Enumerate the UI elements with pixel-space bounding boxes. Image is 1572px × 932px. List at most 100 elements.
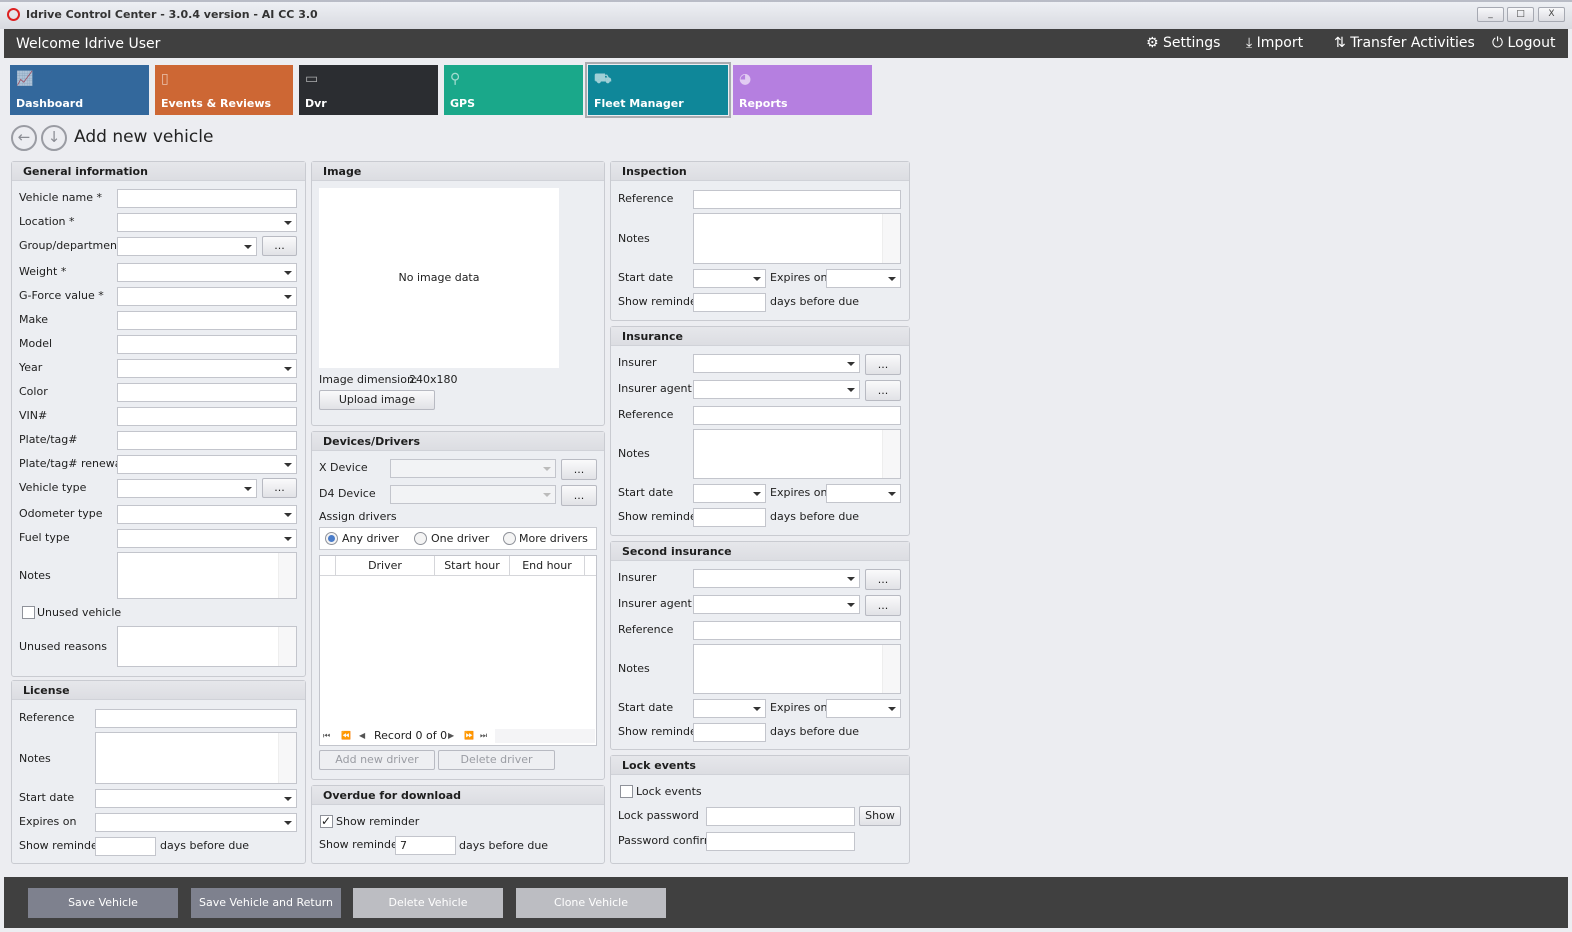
drivers-grid[interactable] <box>319 555 597 746</box>
radio-any-driver[interactable] <box>325 532 338 545</box>
year-dropdown[interactable] <box>117 359 297 378</box>
grid-column-header[interactable]: Driver <box>336 556 435 576</box>
insurance-start-date-dropdown[interactable] <box>693 484 766 503</box>
insurance2-notes-textarea[interactable] <box>693 644 901 694</box>
radio-more-drivers[interactable] <box>503 532 516 545</box>
d4-device-more-button[interactable]: ... <box>561 484 597 506</box>
group-dropdown[interactable] <box>117 237 257 256</box>
grid-nav-last-icon[interactable]: ⏭ <box>480 731 488 740</box>
grid-nav-next-page-icon[interactable]: ⏩ <box>464 731 474 740</box>
x-device-more-button[interactable]: ... <box>561 458 597 480</box>
make-input[interactable] <box>117 311 297 330</box>
unused-vehicle-checkbox[interactable] <box>22 606 35 619</box>
insurance-insurer-more-button[interactable]: ... <box>865 353 901 375</box>
upload-image-button[interactable]: Upload image <box>319 390 435 410</box>
tile-events-reviews[interactable]: ▯ Events & Reviews <box>155 65 293 115</box>
lock-events-check-label: Lock events <box>636 785 702 798</box>
overdue-reminder-input[interactable]: 7 <box>395 836 456 855</box>
inspection-reminder-input[interactable] <box>693 293 766 312</box>
d4-device-dropdown[interactable] <box>390 485 556 504</box>
password-confirm-input[interactable] <box>706 832 855 851</box>
grid-nav-first-icon[interactable]: ⏮ <box>323 731 331 740</box>
group-more-button[interactable]: ... <box>262 236 297 256</box>
plate-renewal-dropdown[interactable] <box>117 455 297 474</box>
lock-events-checkbox[interactable] <box>620 785 633 798</box>
header-logout-link[interactable]: ⏻ Logout <box>1492 35 1555 51</box>
vin-input[interactable] <box>117 407 297 426</box>
insurance-expires-dropdown[interactable] <box>826 484 901 503</box>
tile-reports[interactable]: ◕ Reports <box>733 65 872 115</box>
insurance-agent-dropdown[interactable] <box>693 380 860 399</box>
field-label: Notes <box>618 232 650 245</box>
header-transfer-link[interactable]: ⇅ Transfer Activities <box>1334 35 1475 51</box>
show-password-button[interactable]: Show <box>859 806 901 826</box>
insurance-notes-textarea[interactable] <box>693 429 901 479</box>
close-button[interactable]: X <box>1538 7 1565 22</box>
down-arrow-icon[interactable]: ↓ <box>41 125 67 151</box>
insurance2-insurer-dropdown[interactable] <box>693 569 860 588</box>
inspection-reference-input[interactable] <box>693 190 901 209</box>
grid-indicator-column <box>320 556 336 576</box>
unused-reasons-textarea[interactable] <box>117 626 297 667</box>
insurance2-reminder-input[interactable] <box>693 723 766 742</box>
tile-gps[interactable]: ⚲ GPS <box>444 65 583 115</box>
inspection-notes-textarea[interactable] <box>693 213 901 264</box>
grid-horizontal-scrollbar[interactable] <box>495 729 595 743</box>
insurance2-insurer-more-button[interactable]: ... <box>865 568 901 590</box>
location-dropdown[interactable] <box>117 213 297 232</box>
license-reference-input[interactable] <box>95 709 297 728</box>
back-arrow-icon[interactable]: ← <box>11 125 37 151</box>
plate-input[interactable] <box>117 431 297 450</box>
inspection-start-date-dropdown[interactable] <box>693 269 766 288</box>
tile-dashboard[interactable]: 📈 Dashboard <box>10 65 149 115</box>
insurance2-agent-more-button[interactable]: ... <box>865 594 901 616</box>
color-input[interactable] <box>117 383 297 402</box>
general-notes-textarea[interactable] <box>117 552 297 599</box>
lock-password-input[interactable] <box>706 807 855 826</box>
weight-dropdown[interactable] <box>117 263 297 282</box>
insurance-agent-more-button[interactable]: ... <box>865 379 901 401</box>
insurance2-expires-dropdown[interactable] <box>826 699 901 718</box>
minimize-button[interactable]: _ <box>1477 7 1504 22</box>
vehicle-name-input[interactable] <box>117 189 297 208</box>
image-preview <box>319 188 559 368</box>
license-notes-textarea[interactable] <box>95 732 297 784</box>
field-label: D4 Device <box>319 487 376 500</box>
maximize-button[interactable]: □ <box>1507 7 1534 22</box>
insurance-reference-input[interactable] <box>693 406 901 425</box>
show-reminder-checkbox[interactable]: ✓ <box>320 814 333 828</box>
save-return-vehicle-button[interactable]: Save Vehicle and Return <box>191 888 341 918</box>
plate-label: Plate/tag# <box>19 433 78 446</box>
grid-nav-prev-icon[interactable]: ◀ <box>359 731 366 740</box>
odometer-dropdown[interactable] <box>117 505 297 524</box>
license-reminder-input[interactable] <box>95 837 156 856</box>
x-device-dropdown[interactable] <box>390 459 556 478</box>
grid-column-header[interactable]: End hour <box>510 556 585 576</box>
tile-fleet-manager[interactable]: ⛟ Fleet Manager <box>585 62 731 118</box>
license-start-date-dropdown[interactable] <box>95 789 297 808</box>
license-expires-dropdown[interactable] <box>95 813 297 832</box>
tile-dvr[interactable]: ▭ Dvr <box>299 65 438 115</box>
fuel-dropdown[interactable] <box>117 529 297 548</box>
field-label: Password confirm <box>618 834 715 847</box>
model-input[interactable] <box>117 335 297 354</box>
insurance2-start-date-dropdown[interactable] <box>693 699 766 718</box>
grid-nav-next-icon[interactable]: ▶ <box>448 731 455 740</box>
radio-one-driver[interactable] <box>414 532 427 545</box>
grid-column-header[interactable]: Start hour <box>435 556 510 576</box>
vehicle-type-more-button[interactable]: ... <box>262 478 297 498</box>
header-settings-link[interactable]: ⚙ Settings <box>1146 35 1220 51</box>
save-vehicle-button[interactable]: Save Vehicle <box>28 888 178 918</box>
image-dimension-value: 240x180 <box>409 373 458 386</box>
insurance2-reference-input[interactable] <box>693 621 901 640</box>
header-import-link[interactable]: ⤓ Import <box>1246 35 1303 51</box>
radio-label: Any driver <box>342 532 399 545</box>
inspection-expires-dropdown[interactable] <box>826 269 901 288</box>
insurance-reminder-input[interactable] <box>693 508 766 527</box>
vehicle-type-dropdown[interactable] <box>117 479 257 498</box>
gforce-dropdown[interactable] <box>117 287 297 306</box>
grid-nav-prev-page-icon[interactable]: ⏪ <box>341 731 351 740</box>
insurance2-agent-dropdown[interactable] <box>693 595 860 614</box>
insurance-insurer-dropdown[interactable] <box>693 354 860 373</box>
